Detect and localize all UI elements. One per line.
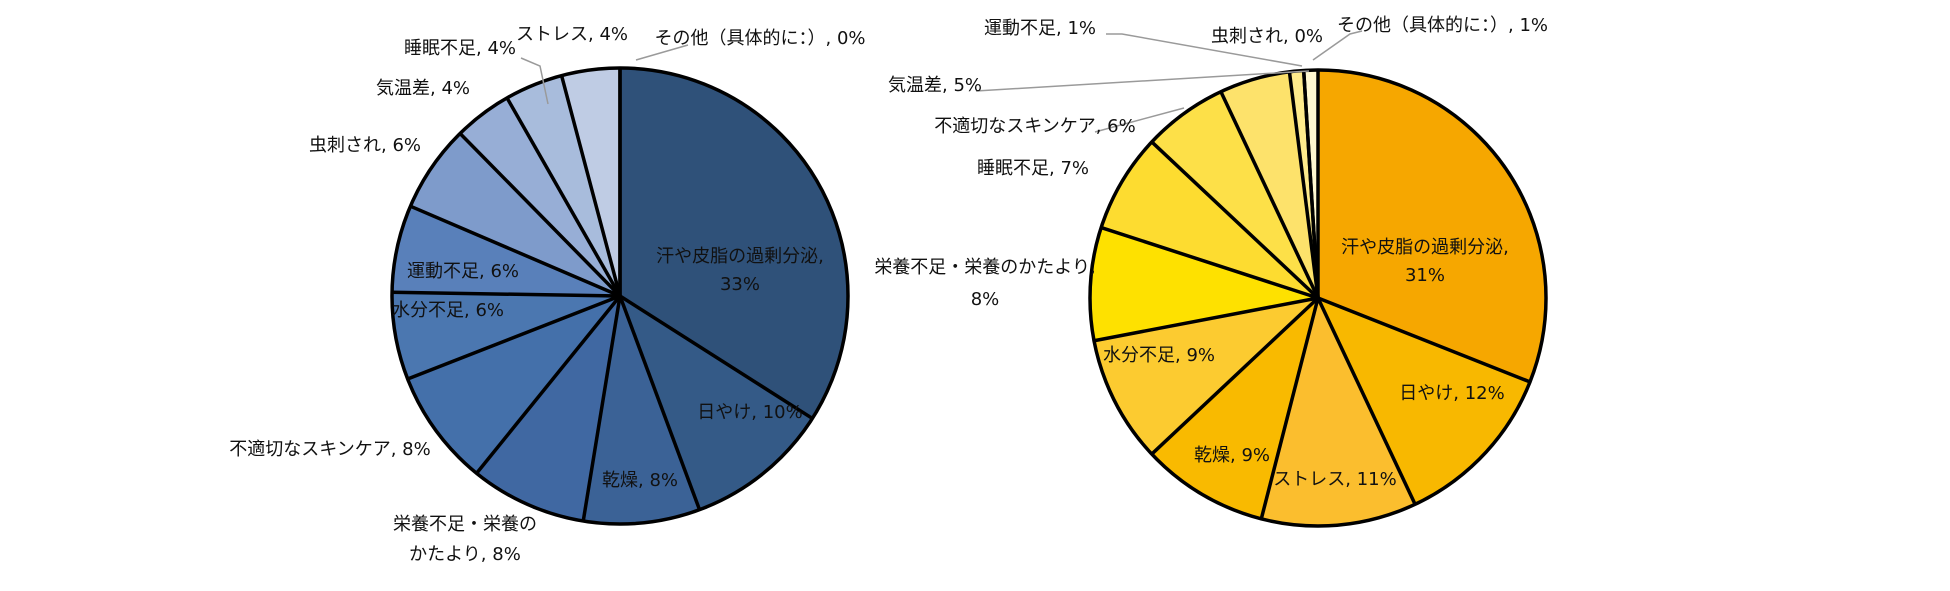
data-label-line: 栄養不足・栄養の — [393, 514, 537, 535]
pie-slice — [407, 296, 620, 474]
data-label: 水分不足, 9% — [1103, 345, 1215, 366]
leader-line — [520, 57, 549, 105]
data-label: 睡眠不足, 7% — [977, 158, 1089, 179]
pie-slice — [1318, 298, 1530, 505]
data-label-line: 31% — [1405, 265, 1445, 286]
slice-divider — [409, 204, 621, 298]
data-label-line: 運動不足, 1% — [984, 18, 1096, 39]
slice-divider — [406, 294, 621, 381]
pie-chart-right: 汗や皮脂の過剰分泌, 31% 日やけ, 12% ストレス, 11%乾燥, 9% 水分不足… — [874, 15, 1548, 528]
data-label-line: 運動不足, 6% — [407, 261, 519, 282]
pie-slice — [460, 97, 620, 297]
slice-divider — [1100, 225, 1319, 300]
data-label-line: 汗や皮脂の過剰分泌, — [656, 246, 824, 267]
data-label: 乾燥, 8% — [602, 470, 678, 491]
data-label: 睡眠不足, 4% — [404, 38, 516, 59]
data-label: 水分不足, 6% — [392, 300, 504, 321]
data-label-line: かたより, 8% — [409, 544, 521, 565]
data-label: 汗や皮脂の過剰分泌, 33% — [656, 246, 824, 295]
data-label-line: ストレス, 11% — [1273, 469, 1396, 490]
leader-line — [975, 70, 1310, 92]
data-label-line: 睡眠不足, 7% — [977, 158, 1089, 179]
data-label-line: 日やけ, 12% — [1399, 383, 1504, 404]
slice-divider — [1150, 140, 1320, 300]
data-label: 気温差, 4% — [376, 78, 470, 99]
data-label: 虫刺され, 0% — [1211, 26, 1323, 47]
slice-divider — [475, 294, 622, 475]
slice-divider — [1317, 296, 1531, 384]
data-label-line: ストレス, 4% — [516, 24, 628, 45]
pie-slice — [1220, 71, 1318, 298]
data-label-line: 不適切なスキンケア, 6% — [934, 116, 1135, 137]
data-label-line: 気温差, 5% — [888, 75, 982, 96]
slice-divider — [1150, 296, 1320, 456]
leader-line — [1094, 107, 1185, 133]
data-label: 栄養不足・栄養のかたより, 8% — [874, 257, 1095, 310]
pie-slice — [392, 292, 620, 379]
leader-line — [635, 44, 689, 61]
data-label: 日やけ, 10% — [697, 402, 802, 423]
data-label: 不適切なスキンケア, 6% — [934, 116, 1135, 137]
data-label-line: 気温差, 4% — [376, 78, 470, 99]
data-label: その他（具体的に：）, 0% — [655, 28, 866, 49]
data-label: その他（具体的に：）, 1% — [1337, 15, 1548, 36]
pie-slice — [1094, 298, 1318, 455]
data-label: 不適切なスキンケア, 8% — [229, 439, 430, 460]
data-label-line: 水分不足, 6% — [392, 300, 504, 321]
data-label-line: 8% — [971, 289, 1000, 310]
data-label-line: 水分不足, 9% — [1103, 345, 1215, 366]
data-label: ストレス, 11% — [1273, 469, 1396, 490]
pie-slice — [476, 296, 620, 522]
pie-slice — [1261, 298, 1416, 527]
data-label-line: 乾燥, 8% — [602, 470, 678, 491]
data-label-line: 睡眠不足, 4% — [404, 38, 516, 59]
slice-divider — [1093, 296, 1319, 343]
pie-slice — [1151, 91, 1318, 298]
data-label-line: 汗や皮脂の過剰分泌, — [1341, 237, 1509, 258]
pie-outline — [390, 66, 850, 526]
data-label: 汗や皮脂の過剰分泌, 31% — [1341, 237, 1509, 286]
slice-divider — [1316, 297, 1417, 506]
slice-divider — [619, 294, 814, 420]
data-label: 日やけ, 12% — [1399, 383, 1504, 404]
data-label-line: 乾燥, 9% — [1194, 445, 1270, 466]
slice-divider — [1219, 90, 1320, 299]
slice-divider — [559, 75, 622, 297]
pie-slice — [507, 75, 620, 296]
data-label-line: 33% — [720, 274, 760, 295]
data-label-line: その他（具体的に：）, 0% — [655, 28, 866, 49]
data-label-line: 虫刺され, 6% — [309, 135, 421, 156]
pie-slice — [1101, 141, 1318, 298]
slice-divider — [505, 97, 622, 297]
leader-line — [1106, 33, 1303, 67]
pie-slice — [1090, 227, 1318, 341]
pie-slice — [392, 206, 620, 296]
pie-slice — [1151, 298, 1318, 519]
data-label-line: 虫刺され, 0% — [1211, 26, 1323, 47]
pie-slice — [410, 133, 620, 296]
data-label-line: 不適切なスキンケア, 8% — [229, 439, 430, 460]
leader-line — [1312, 30, 1363, 61]
slice-divider — [1301, 70, 1320, 299]
data-label: 運動不足, 6% — [407, 261, 519, 282]
slice-divider — [392, 290, 621, 298]
slice-divider — [1259, 297, 1320, 520]
data-label-line: 栄養不足・栄養のかたより, — [874, 257, 1095, 278]
data-label-line: 日やけ, 10% — [697, 402, 802, 423]
pie-chart-left: 汗や皮脂の過剰分泌, 33% 日やけ, 10% 乾燥, 8% 栄養不足・栄養のかたより,… — [229, 24, 865, 565]
slice-divider — [458, 132, 622, 298]
data-label: 乾燥, 9% — [1194, 445, 1270, 466]
data-label: 虫刺され, 6% — [309, 135, 421, 156]
data-label: 栄養不足・栄養のかたより, 8% — [393, 514, 537, 565]
slice-divider — [618, 295, 702, 511]
data-label: ストレス, 4% — [516, 24, 628, 45]
pie-outline — [1088, 68, 1548, 528]
data-label: 運動不足, 1% — [984, 18, 1096, 39]
data-label-line: その他（具体的に：）, 1% — [1337, 15, 1548, 36]
slice-divider — [581, 295, 622, 522]
data-label: 気温差, 5% — [888, 75, 982, 96]
pie-slice — [620, 296, 813, 510]
slice-divider — [1287, 71, 1320, 299]
